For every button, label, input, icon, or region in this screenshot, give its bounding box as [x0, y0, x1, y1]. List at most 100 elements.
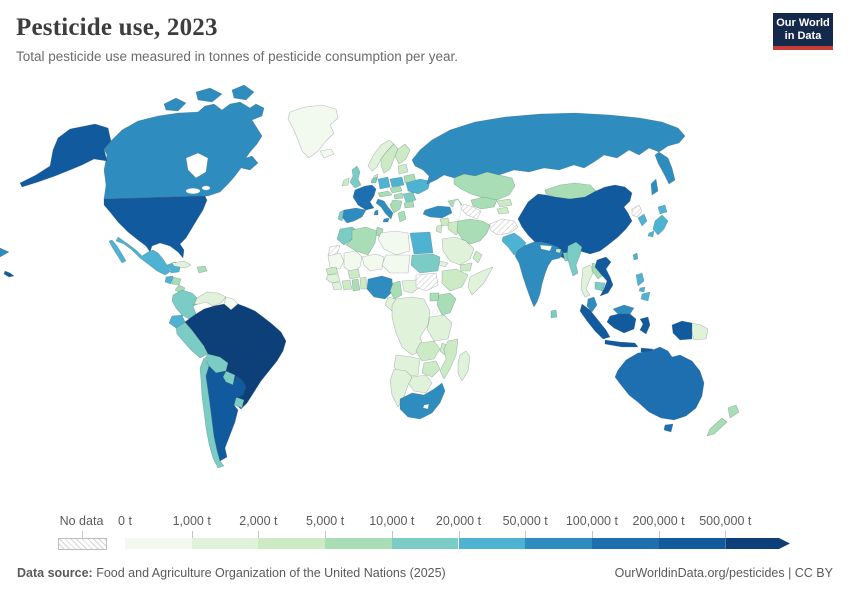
country-saudi-arabia[interactable] [441, 236, 475, 266]
legend-bin-1[interactable] [191, 538, 259, 549]
country-bhutan[interactable] [555, 248, 562, 254]
country-united-states[interactable] [3, 123, 208, 278]
country-russia[interactable] [0, 112, 686, 258]
legend-bin-0[interactable] [125, 538, 192, 549]
country-canada[interactable] [103, 84, 265, 200]
country-tanzania[interactable] [426, 314, 453, 342]
country-somalia[interactable] [467, 266, 494, 296]
country-france[interactable] [352, 184, 377, 211]
country-sweden[interactable] [380, 143, 399, 174]
country-india[interactable] [514, 241, 564, 308]
country-ghana[interactable] [351, 278, 361, 292]
country-south-africa[interactable] [399, 382, 446, 420]
legend-bin-5[interactable] [458, 538, 526, 549]
country-togo-benin[interactable] [359, 276, 368, 290]
country-ivory-coast[interactable] [341, 279, 353, 291]
country-kazakhstan[interactable] [453, 171, 516, 201]
country-lesotho[interactable] [422, 403, 430, 410]
country-mexico[interactable] [108, 236, 182, 276]
country-venezuela[interactable] [193, 291, 227, 307]
country-brazil[interactable] [184, 303, 287, 410]
country-baltic-states[interactable] [397, 163, 409, 175]
country-philippines[interactable] [635, 272, 651, 302]
country-greece[interactable] [397, 210, 407, 223]
country-algeria[interactable] [345, 226, 378, 256]
country-zimbabwe[interactable] [421, 360, 441, 378]
country-sierra-leone-liberia[interactable] [331, 281, 343, 291]
country-tajikistan[interactable] [496, 206, 510, 215]
country-nigeria[interactable] [366, 275, 394, 300]
country-switzerland-austria[interactable] [377, 190, 393, 198]
legend-bin-4[interactable] [391, 538, 459, 549]
country-portugal[interactable] [337, 209, 345, 222]
country-central-african-republic[interactable] [401, 279, 421, 294]
country-finland[interactable] [394, 143, 411, 165]
country-vietnam[interactable] [594, 256, 614, 297]
country-ukraine[interactable] [405, 178, 431, 195]
legend-bin-8[interactable] [658, 538, 726, 549]
country-cameroon[interactable] [389, 280, 403, 300]
legend-bin-9-arrow[interactable] [725, 538, 790, 549]
country-papua-new-guinea[interactable] [691, 322, 709, 341]
country-north-korea[interactable] [631, 204, 643, 218]
country-uzbekistan[interactable] [470, 196, 498, 210]
country-mali[interactable] [343, 250, 363, 274]
legend-bin-6[interactable] [525, 538, 592, 549]
country-italy[interactable] [373, 198, 394, 223]
country-germany[interactable] [377, 176, 391, 190]
country-ethiopia[interactable] [441, 268, 469, 292]
country-sri-lanka[interactable] [550, 309, 558, 319]
country-nepal[interactable] [539, 244, 553, 252]
country-benelux[interactable] [370, 176, 378, 184]
country-malaysia[interactable] [586, 296, 635, 315]
country-south-korea[interactable] [637, 213, 648, 227]
country-kenya[interactable] [436, 292, 457, 316]
country-eritrea[interactable] [438, 260, 449, 268]
country-uganda[interactable] [429, 292, 440, 302]
country-egypt[interactable] [409, 231, 434, 255]
legend-no-data-swatch[interactable] [58, 538, 107, 550]
country-taiwan[interactable] [632, 252, 639, 261]
country-turkey[interactable] [422, 205, 453, 219]
country-romania[interactable] [402, 191, 417, 203]
country-japan[interactable] [647, 204, 669, 238]
country-balkans[interactable] [389, 199, 403, 214]
country-sudan[interactable] [410, 253, 441, 274]
legend-bin-2[interactable] [258, 538, 326, 549]
country-senegal[interactable] [325, 266, 339, 276]
country-niger[interactable] [361, 253, 385, 272]
country-mauritania[interactable] [327, 252, 345, 270]
country-zambia[interactable] [415, 340, 441, 362]
country-greenland[interactable] [287, 104, 339, 159]
country-south-sudan[interactable] [415, 272, 439, 292]
country-burkina-faso[interactable] [347, 268, 361, 280]
country-ireland[interactable] [341, 177, 350, 187]
country-mozambique[interactable] [439, 338, 459, 380]
country-iceland[interactable] [319, 148, 335, 159]
footer-link[interactable]: OurWorldinData.org/pesticides | CC BY [614, 566, 833, 580]
country-australia[interactable] [614, 346, 705, 433]
country-afghanistan[interactable] [489, 218, 519, 236]
legend-bin-7[interactable] [591, 538, 659, 549]
country-oman[interactable] [472, 250, 483, 264]
country-cuba[interactable] [171, 260, 192, 269]
country-bulgaria[interactable] [403, 200, 415, 209]
country-argentina[interactable] [205, 365, 247, 462]
country-hispaniola[interactable] [196, 265, 208, 274]
country-guinea[interactable] [325, 273, 341, 284]
country-czechia-slovakia[interactable] [389, 185, 403, 194]
country-myanmar[interactable] [566, 241, 583, 277]
country-poland[interactable] [389, 176, 405, 188]
legend-bin-3[interactable] [325, 538, 392, 549]
country-kyrgyzstan[interactable] [496, 198, 513, 208]
country-honduras[interactable] [171, 276, 182, 286]
country-madagascar[interactable] [457, 350, 471, 382]
country-spain[interactable] [341, 207, 367, 224]
country-libya[interactable] [377, 230, 411, 256]
country-new-zealand[interactable] [706, 404, 740, 437]
country-hungary[interactable] [393, 192, 404, 200]
country-colombia[interactable] [171, 289, 198, 320]
country-iran[interactable] [456, 218, 491, 245]
country-indonesia[interactable] [579, 303, 693, 354]
country-united-kingdom[interactable] [349, 165, 362, 189]
